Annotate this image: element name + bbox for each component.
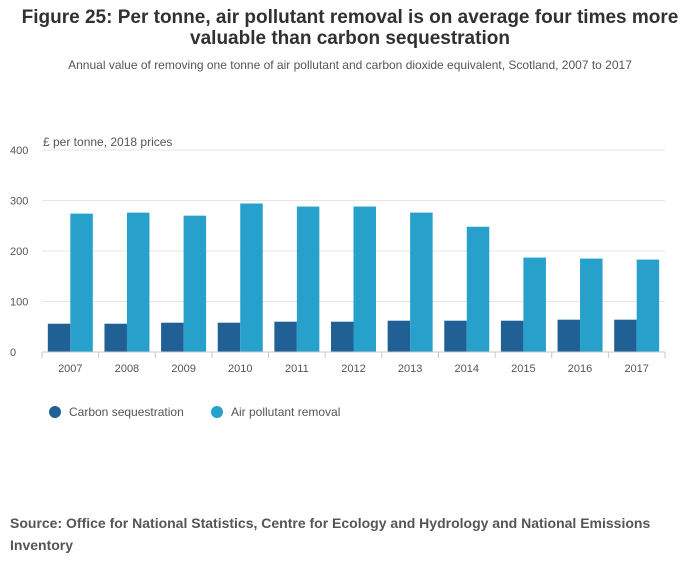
bar-carbon-sequestration-2016: [557, 319, 581, 352]
bar-carbon-sequestration-2014: [444, 320, 467, 352]
bar-carbon-sequestration-2013: [387, 320, 411, 352]
legend-item: Air pollutant removal: [211, 405, 340, 419]
bar-air-pollutant-removal-2007: [70, 213, 93, 352]
y-tick-label: 200: [10, 246, 28, 258]
bar-carbon-sequestration-2009: [161, 322, 184, 352]
legend-item: Carbon sequestration: [49, 405, 184, 419]
y-tick-label: 100: [10, 297, 28, 309]
bar-carbon-sequestration-2010: [217, 322, 241, 352]
x-tick-label: 2014: [455, 363, 479, 375]
legend-label: Air pollutant removal: [231, 405, 340, 419]
x-tick-label: 2010: [228, 363, 252, 375]
legend-swatch: [211, 406, 223, 418]
x-tick-label: 2009: [171, 363, 195, 375]
x-tick-label: 2007: [58, 363, 82, 375]
source-note: Source: Office for National Statistics, …: [10, 515, 651, 553]
bar-carbon-sequestration-2007: [47, 323, 71, 352]
x-tick-label: 2017: [624, 363, 648, 375]
y-axis-title: £ per tonne, 2018 prices: [43, 135, 172, 149]
chart-title: Figure 25: Per tonne, air pollutant remo…: [21, 7, 679, 49]
bar-air-pollutant-removal-2017: [636, 259, 660, 352]
y-tick-label: 300: [10, 196, 28, 208]
x-tick-label: 2016: [568, 363, 592, 375]
x-tick-label: 2012: [341, 363, 365, 375]
bar-air-pollutant-removal-2013: [410, 212, 433, 352]
bar-carbon-sequestration-2008: [104, 323, 127, 352]
y-tick-label: 0: [10, 347, 16, 359]
x-tick-label: 2008: [115, 363, 139, 375]
bar-chart: £ per tonne, 2018 prices 0 100 200 300 400 200…: [10, 135, 666, 419]
y-tick-label: 400: [10, 145, 28, 157]
bar-air-pollutant-removal-2012: [353, 206, 376, 352]
bar-air-pollutant-removal-2016: [580, 258, 603, 352]
bar-carbon-sequestration-2012: [331, 321, 354, 352]
legend-label: Carbon sequestration: [69, 405, 184, 419]
bar-air-pollutant-removal-2014: [466, 226, 490, 352]
bar-air-pollutant-removal-2008: [126, 212, 150, 352]
bar-carbon-sequestration-2017: [614, 319, 637, 352]
x-tick-label: 2015: [511, 363, 535, 375]
x-tick-label: 2011: [285, 363, 309, 375]
bar-carbon-sequestration-2015: [500, 320, 524, 352]
x-tick-label: 2013: [398, 363, 422, 375]
bar-air-pollutant-removal-2011: [296, 206, 320, 352]
bar-air-pollutant-removal-2015: [523, 257, 546, 352]
bar-air-pollutant-removal-2009: [183, 215, 207, 352]
bar-air-pollutant-removal-2010: [240, 203, 263, 352]
legend-swatch: [49, 406, 61, 418]
chart-subtitle: Annual value of removing one tonne of ai…: [68, 58, 632, 72]
bar-carbon-sequestration-2011: [274, 321, 297, 352]
